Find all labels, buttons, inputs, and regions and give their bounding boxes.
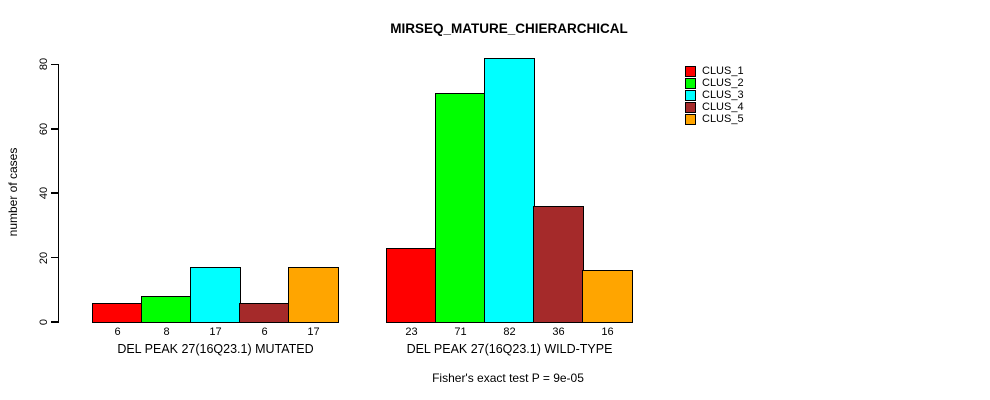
footnote-text: Fisher's exact test P = 9e-05: [432, 371, 584, 385]
bar-value-label: 36: [552, 326, 565, 338]
bar-value-label: 82: [503, 326, 516, 338]
legend-swatch-clus_3-icon: [685, 90, 696, 101]
bar-value-label: 6: [261, 326, 268, 338]
bar-clus_3-group1: [190, 267, 241, 324]
legend-item-clus_5: CLUS_5: [685, 113, 765, 126]
bar-value-label: 17: [307, 326, 320, 338]
bar-clus_1-group2: [386, 247, 437, 324]
y-tick-label: 0: [38, 318, 50, 326]
y-tick-label: 20: [38, 251, 50, 264]
y-tick-mark: [50, 321, 58, 323]
bar-value-label: 6: [114, 326, 121, 338]
category-label-group2: DEL PEAK 27(16Q23.1) WILD-TYPE: [406, 342, 613, 356]
chart-title: MIRSEQ_MATURE_CHIERARCHICAL: [390, 21, 628, 36]
y-tick-label: 40: [38, 187, 50, 200]
legend-item-clus_3: CLUS_3: [685, 89, 765, 102]
y-tick-mark: [50, 128, 58, 130]
y-tick-label: 80: [38, 58, 50, 71]
bar-value-label: 71: [454, 326, 467, 338]
y-tick-mark: [50, 63, 58, 66]
bar-clus_4-group2: [533, 206, 584, 324]
y-axis-line: [57, 64, 59, 324]
y-tick-mark: [50, 192, 58, 194]
bar-value-label: 17: [209, 326, 222, 338]
bar-clus_5-group2: [582, 270, 633, 324]
legend-label-clus_3: CLUS_3: [702, 89, 744, 101]
legend-label-clus_4: CLUS_4: [702, 101, 744, 113]
bar-clus_2-group2: [435, 93, 486, 324]
bar-clus_3-group2: [484, 57, 535, 324]
legend-swatch-clus_2-icon: [685, 78, 696, 89]
legend-item-clus_4: CLUS_4: [685, 101, 765, 114]
bar-clus_5-group1: [288, 267, 339, 324]
bar-clus_4-group1: [239, 302, 290, 324]
legend-item-clus_2: CLUS_2: [685, 77, 765, 90]
bar-value-label: 8: [163, 326, 170, 338]
legend-swatch-clus_1-icon: [685, 66, 696, 77]
legend-swatch-clus_5-icon: [685, 114, 696, 125]
bar-value-label: 16: [601, 326, 614, 338]
category-label-group1: DEL PEAK 27(16Q23.1) MUTATED: [117, 342, 314, 356]
bar-clus_2-group1: [141, 296, 192, 324]
y-tick-label: 60: [38, 122, 50, 135]
legend-label-clus_5: CLUS_5: [702, 113, 744, 125]
legend-item-clus_1: CLUS_1: [685, 65, 765, 78]
bar-clus_1-group1: [92, 302, 143, 324]
y-axis-label: number of cases: [6, 147, 20, 237]
legend-label-clus_1: CLUS_1: [702, 65, 744, 77]
bar-value-label: 23: [405, 326, 418, 338]
y-tick-mark: [50, 256, 58, 259]
legend-label-clus_2: CLUS_2: [702, 77, 744, 89]
legend-swatch-clus_4-icon: [685, 102, 696, 113]
